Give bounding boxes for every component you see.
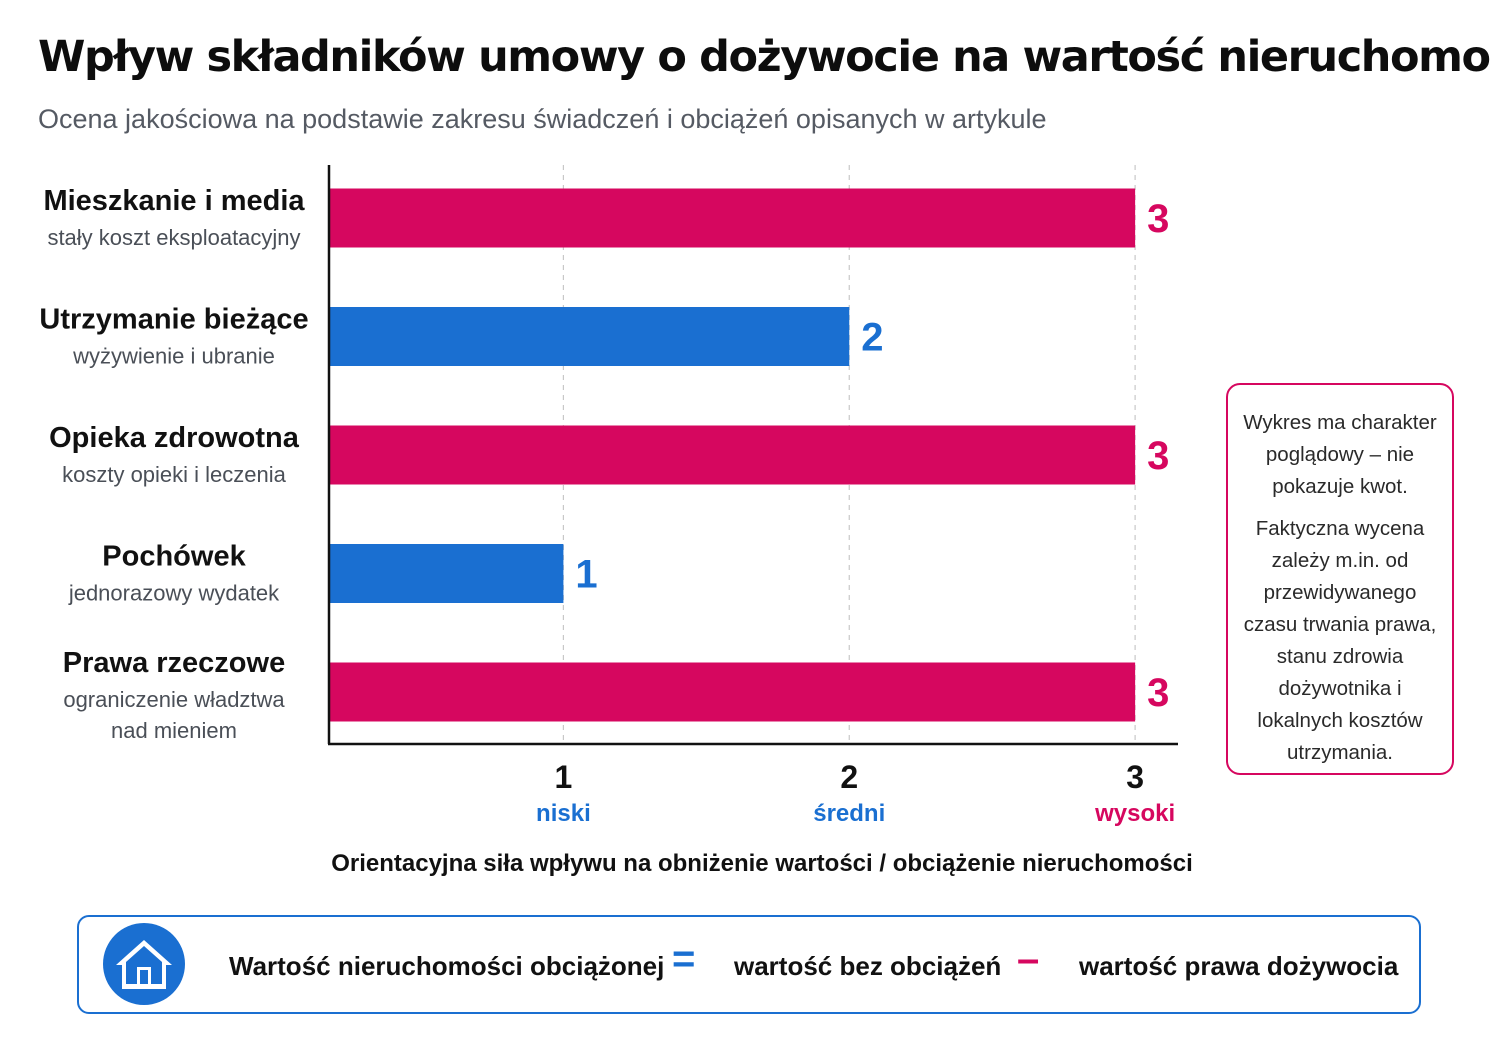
house-icon bbox=[103, 923, 185, 1005]
bar-value-label-5: 3 bbox=[1147, 671, 1169, 715]
legend-minus-sign: – bbox=[1017, 937, 1040, 981]
legend-encumbered-value: Wartość nieruchomości obciążonej bbox=[229, 951, 665, 981]
legend-unencumbered-value: wartość bez obciążeń bbox=[734, 951, 1002, 981]
bar-5 bbox=[329, 662, 1136, 722]
legend-life-annuity-value: wartość prawa dożywocia bbox=[1079, 951, 1399, 981]
legend-equals-sign: = bbox=[672, 937, 696, 981]
bar-2 bbox=[329, 307, 850, 366]
x-tick-word-3: wysoki bbox=[1094, 800, 1175, 827]
bar-value-label-4: 1 bbox=[575, 553, 597, 597]
x-tick-word-2: średni bbox=[813, 800, 885, 827]
note-paragraph-2: Faktyczna wycena zależy m.in. od przewid… bbox=[1243, 517, 1437, 764]
bar-value-label-1: 3 bbox=[1147, 197, 1169, 241]
x-tick-label-2: 2 bbox=[840, 759, 858, 795]
category-description-5-2: nad mieniem bbox=[111, 718, 237, 743]
category-label-2: Utrzymanie bieżące bbox=[39, 304, 308, 336]
bar-value-label-2: 2 bbox=[861, 316, 883, 360]
category-description-1: stały koszt eksploatacyjny bbox=[47, 225, 300, 250]
chart-title: Wpływ składników umowy o dożywocie na wa… bbox=[38, 32, 1491, 82]
formula-legend: Wartość nieruchomości obciążonej = warto… bbox=[77, 915, 1421, 1014]
note-paragraph-1: Wykres ma charakter poglądowy – nie poka… bbox=[1243, 411, 1437, 498]
category-description-2: wyżywienie i ubranie bbox=[72, 344, 275, 369]
bar-4 bbox=[329, 544, 564, 603]
bar-chart: 3 Mieszkanie i media stały koszt eksploata… bbox=[39, 165, 1193, 877]
bar-3 bbox=[329, 425, 1136, 485]
bar-1 bbox=[329, 188, 1136, 248]
x-axis-title: Orientacyjna siła wpływu na obniżenie wa… bbox=[331, 850, 1193, 877]
note-box: Wykres ma charakter poglądowy – nie poka… bbox=[1226, 383, 1454, 775]
category-description-3: koszty opieki i leczenia bbox=[62, 462, 287, 487]
category-description-5-1: ograniczenie władztwa bbox=[63, 687, 285, 712]
chart-subtitle: Ocena jakościowa na podstawie zakresu św… bbox=[38, 104, 1047, 134]
category-label-3: Opieka zdrowotna bbox=[49, 422, 300, 454]
bar-value-label-3: 3 bbox=[1147, 434, 1169, 478]
x-tick-label-3: 3 bbox=[1126, 759, 1144, 795]
category-label-4: Pochówek bbox=[102, 541, 246, 573]
x-tick-label-1: 1 bbox=[555, 759, 573, 795]
category-description-4: jednorazowy wydatek bbox=[68, 581, 280, 606]
category-label-1: Mieszkanie i media bbox=[43, 185, 305, 217]
category-label-5: Prawa rzeczowe bbox=[63, 647, 285, 679]
x-tick-word-1: niski bbox=[536, 800, 591, 827]
